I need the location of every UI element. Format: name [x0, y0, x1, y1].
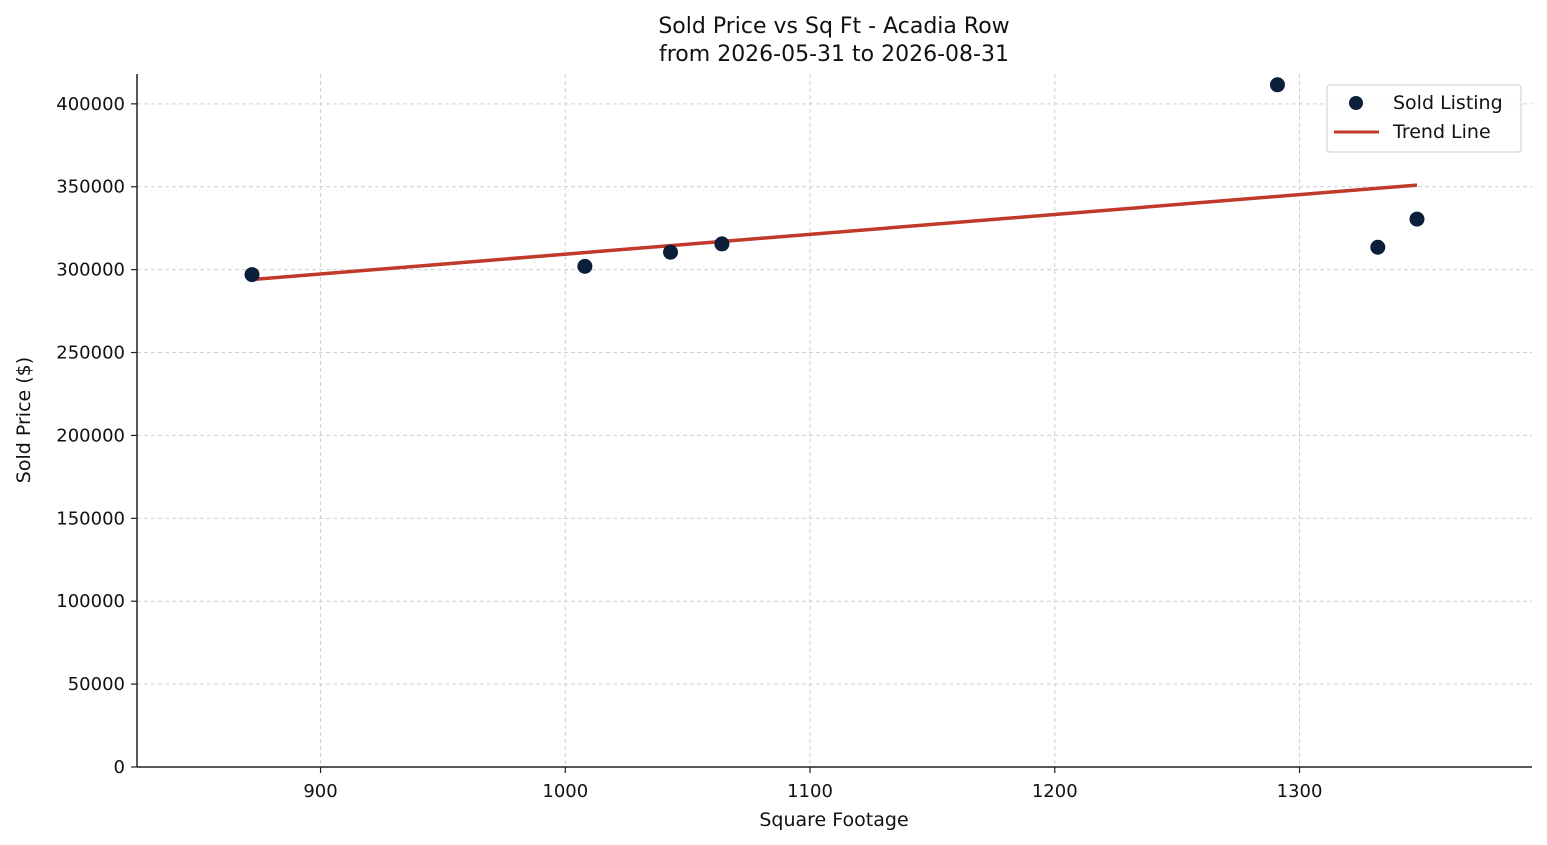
scatter-point	[663, 244, 679, 260]
chart-subtitle: from 2026-05-31 to 2026-08-31	[659, 42, 1009, 67]
scatter-point	[1269, 77, 1285, 93]
x-axis-label: Square Footage	[759, 809, 908, 831]
x-tick-label: 900	[303, 781, 337, 802]
x-tick-label: 1200	[1032, 781, 1078, 802]
y-tick-label: 300000	[56, 260, 125, 281]
y-tick-label: 200000	[56, 425, 125, 446]
plot-area	[244, 77, 1425, 283]
legend: Sold Listing Trend Line	[1326, 84, 1522, 153]
y-tick-label: 150000	[56, 508, 125, 529]
scatter-point	[1370, 239, 1386, 255]
y-tick-label: 350000	[56, 177, 125, 198]
trend-line	[251, 183, 1418, 282]
x-tick-label: 1100	[787, 781, 833, 802]
y-tick-label: 50000	[68, 674, 125, 695]
scatter-point	[1409, 211, 1425, 227]
tick-labels: 900 1000 1100 1200 1300 0 50000 100000 150000 200…	[56, 94, 1322, 802]
x-tick-label: 1300	[1277, 781, 1323, 802]
y-tick-label: 250000	[56, 343, 125, 364]
x-tick-label: 1000	[542, 781, 588, 802]
legend-marker-sold-listing	[1349, 96, 1363, 110]
grid	[137, 74, 1532, 767]
chart-title: Sold Price vs Sq Ft - Acadia Row	[658, 14, 1009, 39]
scatter-point	[244, 267, 260, 283]
y-tick-label: 400000	[56, 94, 125, 115]
axes	[131, 74, 1532, 773]
y-tick-label: 100000	[56, 591, 125, 612]
y-tick-label: 0	[114, 757, 125, 778]
scatter-point	[577, 258, 593, 274]
legend-label-trend-line: Trend Line	[1392, 121, 1491, 143]
scatter-point	[714, 236, 730, 252]
legend-box	[1326, 84, 1522, 153]
y-axis-label: Sold Price ($)	[13, 357, 35, 483]
legend-label-sold-listing: Sold Listing	[1393, 92, 1503, 114]
